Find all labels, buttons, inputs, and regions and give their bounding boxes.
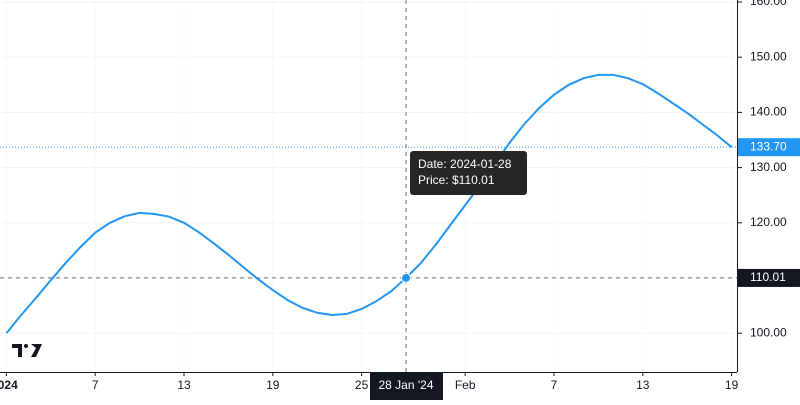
tooltip-line: Date: 2024-01-28 xyxy=(418,157,512,171)
y-tick-label: 120.00 xyxy=(750,215,787,229)
crosshair-price-label: 110.01 xyxy=(750,270,786,284)
x-tick-label: 13 xyxy=(177,378,191,392)
y-tick-label: 140.00 xyxy=(750,105,787,119)
x-tick-label: 7 xyxy=(551,378,558,392)
x-tick-label: 7 xyxy=(92,378,99,392)
tooltip-line: Price: $110.01 xyxy=(418,173,495,187)
x-tick-label: 13 xyxy=(636,378,650,392)
y-tick-label: 130.00 xyxy=(750,160,787,174)
x-tick-label: 25 xyxy=(355,378,369,392)
x-tick-label: 19 xyxy=(725,378,739,392)
x-tick-label: 2024 xyxy=(0,378,18,392)
tooltip-box xyxy=(410,151,527,195)
tv-logo xyxy=(12,344,42,357)
y-tick-label: 100.00 xyxy=(750,325,787,339)
last-price-label: 133.70 xyxy=(750,139,787,153)
price-line xyxy=(5,73,733,334)
crosshair-price-box xyxy=(738,268,800,287)
x-tick-label: Feb xyxy=(455,378,476,392)
y-tick-label: 160.00 xyxy=(750,0,787,8)
x-tick-label: 19 xyxy=(266,378,280,392)
y-tick-label: 150.00 xyxy=(750,49,787,63)
last-price-box xyxy=(738,138,800,157)
crosshair-date-label: 28 Jan '24 xyxy=(378,378,433,392)
crosshair-point xyxy=(401,272,411,283)
crosshair-date-box xyxy=(370,373,443,400)
